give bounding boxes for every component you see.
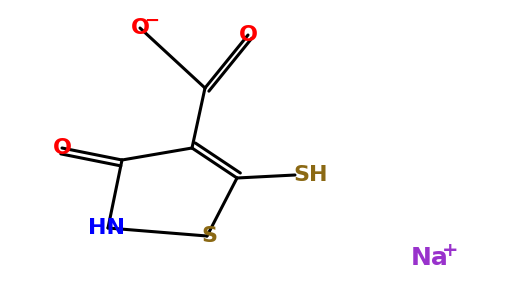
Text: HN: HN xyxy=(88,218,124,238)
Text: +: + xyxy=(442,241,458,260)
Text: O: O xyxy=(131,18,150,38)
Text: O: O xyxy=(53,138,72,158)
Text: S: S xyxy=(201,226,217,246)
Text: SH: SH xyxy=(294,165,328,185)
Text: O: O xyxy=(239,25,258,45)
Text: −: − xyxy=(144,12,160,30)
Text: Na: Na xyxy=(411,246,449,270)
